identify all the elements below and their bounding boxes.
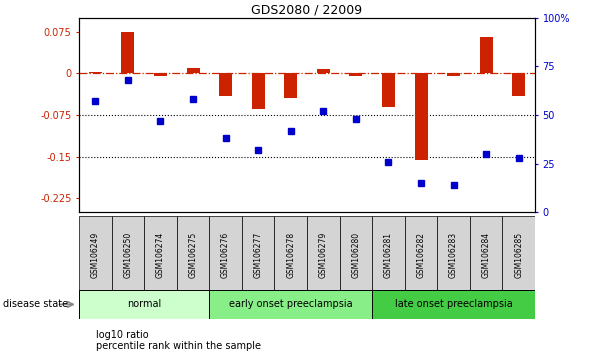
Bar <box>512 73 525 96</box>
Text: GSM106284: GSM106284 <box>482 232 491 278</box>
Text: GSM106285: GSM106285 <box>514 232 523 278</box>
FancyBboxPatch shape <box>144 216 177 294</box>
Bar <box>154 73 167 76</box>
Bar <box>219 73 232 96</box>
Text: early onset preeclampsia: early onset preeclampsia <box>229 299 353 309</box>
FancyBboxPatch shape <box>209 290 372 319</box>
FancyBboxPatch shape <box>79 290 209 319</box>
FancyBboxPatch shape <box>177 216 209 294</box>
Text: late onset preeclampsia: late onset preeclampsia <box>395 299 513 309</box>
Text: disease state: disease state <box>3 299 68 309</box>
Bar <box>350 73 362 76</box>
Bar <box>415 73 427 160</box>
FancyBboxPatch shape <box>502 216 535 294</box>
Bar <box>284 73 297 98</box>
Text: GSM106274: GSM106274 <box>156 232 165 278</box>
FancyBboxPatch shape <box>340 216 372 294</box>
Text: normal: normal <box>127 299 161 309</box>
Text: GSM106278: GSM106278 <box>286 232 295 278</box>
Text: GSM106282: GSM106282 <box>416 232 426 278</box>
Bar <box>480 37 492 73</box>
FancyBboxPatch shape <box>307 216 340 294</box>
FancyBboxPatch shape <box>405 216 437 294</box>
Text: GSM106283: GSM106283 <box>449 232 458 278</box>
Bar <box>252 73 264 109</box>
FancyBboxPatch shape <box>209 216 242 294</box>
Text: percentile rank within the sample: percentile rank within the sample <box>96 341 261 351</box>
FancyBboxPatch shape <box>242 216 274 294</box>
Bar <box>447 73 460 76</box>
Bar <box>317 69 330 73</box>
Text: log10 ratio: log10 ratio <box>96 330 149 339</box>
FancyBboxPatch shape <box>372 216 405 294</box>
FancyBboxPatch shape <box>112 216 144 294</box>
FancyBboxPatch shape <box>470 216 502 294</box>
Text: GSM106275: GSM106275 <box>188 232 198 278</box>
Title: GDS2080 / 22009: GDS2080 / 22009 <box>252 4 362 17</box>
Text: GSM106277: GSM106277 <box>254 232 263 278</box>
FancyBboxPatch shape <box>79 216 112 294</box>
FancyBboxPatch shape <box>372 290 535 319</box>
Text: GSM106276: GSM106276 <box>221 232 230 278</box>
Text: GSM106279: GSM106279 <box>319 232 328 278</box>
Text: GSM106249: GSM106249 <box>91 232 100 278</box>
Text: GSM106280: GSM106280 <box>351 232 361 278</box>
Text: GSM106250: GSM106250 <box>123 232 133 278</box>
Bar <box>382 73 395 107</box>
Text: GSM106281: GSM106281 <box>384 232 393 278</box>
Bar <box>89 72 102 73</box>
FancyBboxPatch shape <box>437 216 470 294</box>
Bar <box>187 68 199 73</box>
FancyBboxPatch shape <box>274 216 307 294</box>
Bar <box>122 32 134 73</box>
